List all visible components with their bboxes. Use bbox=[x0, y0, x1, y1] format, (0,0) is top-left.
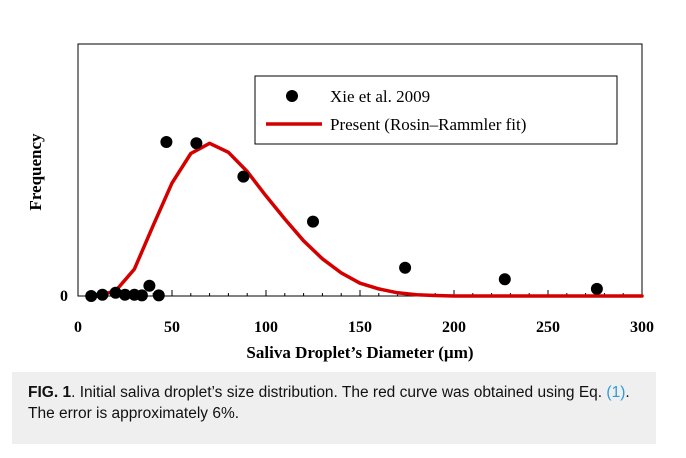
data-point-xie bbox=[143, 279, 156, 292]
data-point-xie bbox=[237, 170, 250, 183]
x-tick-label: 150 bbox=[348, 319, 372, 336]
data-point-xie bbox=[109, 286, 122, 299]
data-point-xie bbox=[135, 289, 148, 302]
figure-label: FIG. 1 bbox=[28, 384, 72, 401]
data-point-xie bbox=[307, 215, 319, 228]
data-point-xie bbox=[190, 137, 203, 150]
x-tick-label: 250 bbox=[536, 319, 560, 336]
x-tick-label: 100 bbox=[254, 319, 278, 336]
series-line-present bbox=[95, 141, 644, 298]
data-point-xie bbox=[85, 290, 98, 302]
caption-text: . Initial saliva droplet’s size distribu… bbox=[71, 384, 607, 401]
legend-label-present: Present (Rosin–Rammler fit) bbox=[330, 115, 526, 134]
y-tick-label: 0 bbox=[60, 288, 68, 305]
legend-box bbox=[254, 75, 618, 145]
figure-caption: FIG. 1. Initial saliva droplet’s size di… bbox=[12, 372, 656, 444]
x-tick-label: 200 bbox=[442, 319, 466, 336]
data-point-xie bbox=[119, 288, 131, 301]
x-tick-label: 0 bbox=[74, 319, 82, 336]
equation-ref-link[interactable]: (1) bbox=[606, 384, 626, 401]
x-axis-title: Saliva Droplet’s Diameter (µm) bbox=[246, 343, 473, 362]
legend: Xie et al. 2009 Present (Rosin–Rammler f… bbox=[254, 75, 618, 145]
data-point-xie bbox=[152, 289, 165, 302]
data-point-xie bbox=[160, 136, 173, 148]
x-tick-label: 50 bbox=[164, 319, 180, 336]
y-axis-ticks: 0 bbox=[60, 288, 84, 305]
series-layer bbox=[85, 136, 644, 302]
chart: 0 50 100 150 200 250 300 0 Saliva Droplet’s Di… bbox=[26, 43, 654, 362]
data-point-xie bbox=[399, 261, 412, 274]
data-point-xie bbox=[96, 288, 109, 301]
caption-text-end: . The error is approximately 6%. bbox=[28, 384, 630, 422]
x-tick-label: 300 bbox=[630, 319, 654, 336]
data-point-xie bbox=[498, 273, 511, 286]
y-axis-title: Frequency bbox=[26, 133, 45, 211]
data-point-xie bbox=[590, 282, 603, 295]
x-axis-ticks: 0 50 100 150 200 250 300 bbox=[74, 290, 654, 336]
legend-marker-xie bbox=[286, 90, 298, 102]
legend-label-xie: Xie et al. 2009 bbox=[330, 87, 430, 106]
